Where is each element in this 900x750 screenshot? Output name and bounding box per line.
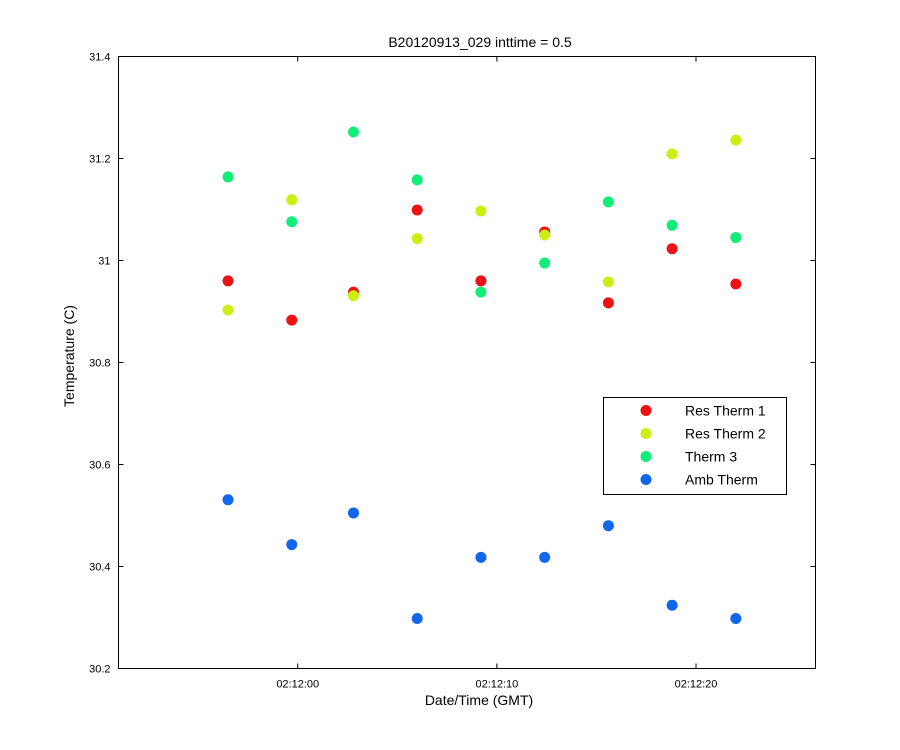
y-tick-label: 30.6: [89, 460, 110, 472]
x-tick-label: 02:12:10: [475, 679, 518, 691]
data-point: [222, 494, 234, 506]
legend: Res Therm 1 Res Therm 2 Therm 3 Amb Therm: [603, 397, 787, 495]
y-axis-label: Temperature (C): [61, 305, 77, 407]
y-tick-label: 31: [98, 256, 110, 268]
data-point: [666, 148, 678, 160]
legend-label: Therm 3: [685, 449, 737, 465]
data-point: [286, 216, 298, 228]
series-res-therm-2: [222, 134, 742, 316]
y-tick-label: 30.4: [89, 562, 110, 574]
chart-title: B20120913_029 inttime = 0.5: [388, 34, 572, 50]
y-tick-label: 31.2: [89, 154, 110, 166]
legend-marker: [640, 405, 652, 416]
data-point: [347, 507, 359, 519]
plot-area: [118, 56, 816, 669]
data-point: [286, 314, 298, 326]
data-point: [411, 613, 423, 625]
legend-box: [603, 397, 787, 495]
legend-marker: [640, 451, 652, 462]
data-point: [602, 276, 614, 288]
data-point: [347, 126, 359, 138]
data-point: [602, 520, 614, 532]
data-point: [730, 613, 742, 625]
data-point: [475, 551, 487, 563]
y-tick-label: 30.8: [89, 358, 110, 370]
data-point: [411, 174, 423, 186]
data-point: [475, 275, 487, 287]
series-therm-3: [222, 126, 742, 298]
data-point: [347, 290, 359, 302]
data-point: [602, 196, 614, 208]
x-axis: 02:12:00 02:12:10 02:12:20: [276, 56, 718, 691]
data-point: [222, 171, 234, 183]
x-tick-label: 02:12:00: [276, 679, 319, 691]
data-point: [411, 233, 423, 245]
data-point: [286, 539, 298, 551]
x-axis-label: Date/Time (GMT): [425, 692, 533, 708]
legend-label: Amb Therm: [685, 472, 758, 488]
data-point: [730, 134, 742, 146]
data-point: [666, 243, 678, 255]
data-point: [666, 219, 678, 231]
legend-label: Res Therm 1: [685, 403, 766, 419]
legend-label: Res Therm 2: [685, 426, 766, 442]
y-tick-label: 30.2: [89, 664, 110, 676]
data-point: [539, 229, 551, 241]
data-point: [666, 599, 678, 611]
data-point: [475, 286, 487, 298]
data-point: [222, 275, 234, 287]
series-amb-therm: [222, 494, 742, 625]
data-point: [730, 278, 742, 290]
data-point: [411, 204, 423, 216]
legend-marker: [640, 428, 652, 439]
data-point: [730, 232, 742, 244]
data-point: [539, 257, 551, 269]
y-tick-label: 31.4: [89, 52, 110, 64]
data-point: [475, 205, 487, 217]
legend-marker: [640, 474, 652, 485]
y-axis: 30.2 30.4 30.6 30.8 31 31.2 31.4: [89, 52, 816, 676]
data-point: [539, 551, 551, 563]
x-tick-label: 02:12:20: [675, 679, 718, 691]
data-point: [602, 297, 614, 309]
data-point: [222, 304, 234, 316]
data-point: [286, 194, 298, 206]
data-points: [222, 126, 742, 625]
